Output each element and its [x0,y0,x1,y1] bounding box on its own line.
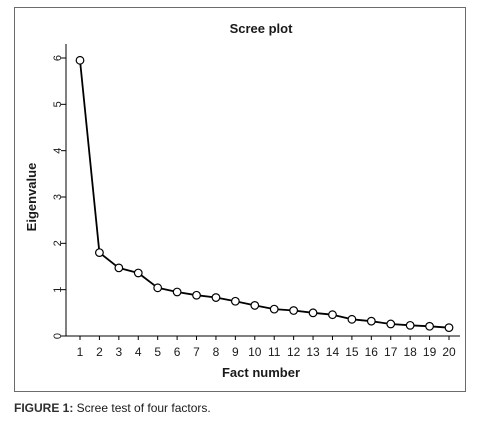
data-point [114,263,124,273]
x-tick-label: 1 [77,345,84,359]
x-tick-label: 4 [135,345,142,359]
data-point [172,287,182,297]
data-point [405,320,415,330]
x-tick-label: 2 [96,345,103,359]
x-tick-label: 9 [232,345,239,359]
x-tick-label: 13 [306,345,320,359]
x-tick-label: 5 [154,345,161,359]
chart-title: Scree plot [230,21,294,36]
x-tick-label: 3 [115,345,122,359]
data-point [133,268,143,278]
data-point [230,296,240,306]
x-tick-label: 17 [384,345,398,359]
data-point [75,55,85,65]
x-tick-label: 20 [442,345,456,359]
x-tick-label: 15 [345,345,359,359]
x-tick-label: 18 [403,345,417,359]
y-axis-label: Eigenvalue [24,163,39,232]
x-tick-label: 16 [365,345,379,359]
x-tick-label: 14 [326,345,340,359]
data-point [347,314,357,324]
data-point [425,321,434,331]
data-point [269,304,279,314]
y-tick-label: 3 [52,194,64,200]
data-point [211,293,221,302]
eigenvalue-series-line [79,60,450,329]
data-point [192,290,201,300]
x-axis-label: Fact number [222,365,300,380]
x-tick-label: 7 [193,345,200,359]
y-tick-label: 0 [52,333,64,339]
y-tick-label: 2 [52,240,64,246]
caption-label: FIGURE 1: [14,401,74,415]
data-point [444,323,454,333]
x-tick-label: 6 [174,345,181,359]
data-point [289,306,299,315]
figure-caption: FIGURE 1: Scree test of four factors. [14,401,211,415]
data-point [95,248,104,258]
data-point [250,301,260,310]
x-tick-label: 11 [268,345,281,359]
data-point [386,319,396,329]
y-tick-label: 6 [52,55,64,61]
x-tick-label: 19 [423,345,437,359]
y-tick-label: 5 [52,101,64,107]
data-point [328,310,337,320]
data-point [366,316,376,326]
data-point [308,308,318,318]
y-tick-label: 1 [52,287,64,293]
caption-text: Scree test of four factors. [73,401,211,415]
x-tick-label: 8 [213,345,220,359]
y-tick-label: 4 [52,148,64,154]
data-point [153,283,163,293]
scree-plot-chart: Scree plot Eigenvalue Fact number 012345… [24,21,460,380]
x-tick-label: 12 [287,345,301,359]
x-tick-label: 10 [248,345,262,359]
